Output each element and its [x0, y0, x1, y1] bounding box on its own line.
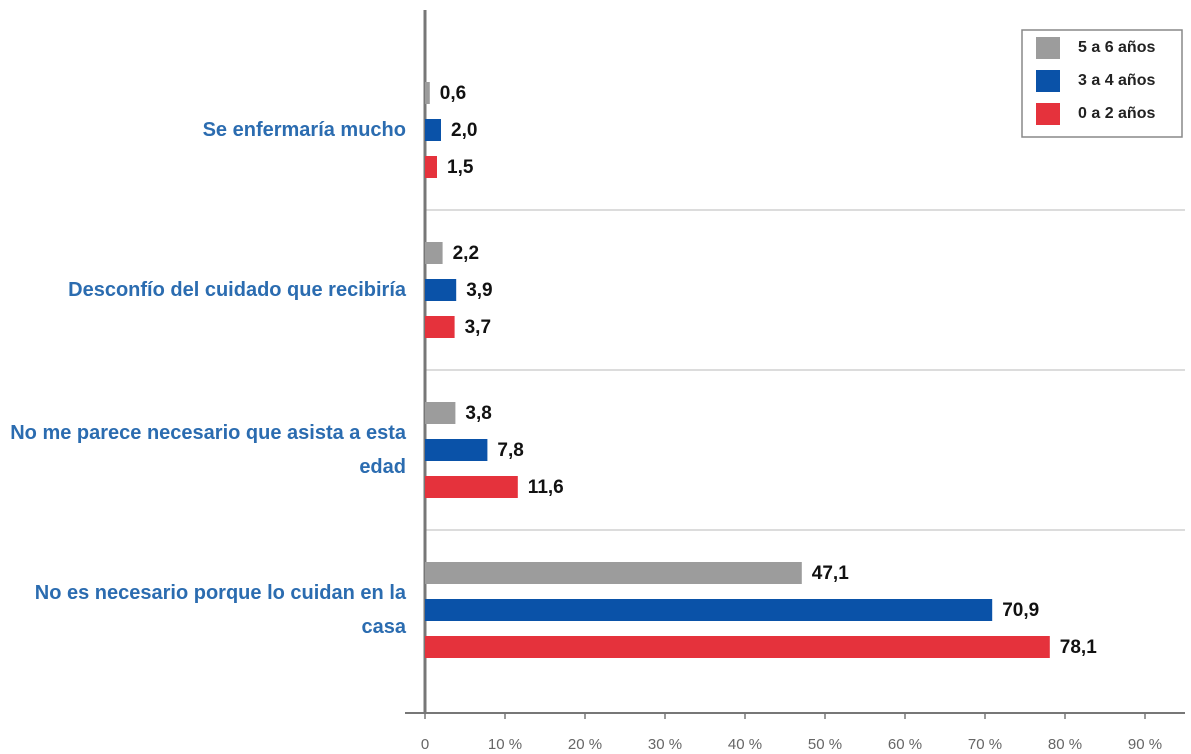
- legend-label: 5 a 6 años: [1078, 39, 1155, 56]
- legend-label: 0 a 2 años: [1078, 105, 1155, 122]
- legend-swatch: [1036, 70, 1060, 92]
- category-label: Desconfío del cuidado que recibiría: [68, 279, 406, 301]
- value-label: 7,8: [497, 440, 523, 461]
- value-label: 78,1: [1060, 637, 1097, 658]
- bar: [425, 316, 455, 338]
- legend-label: 3 a 4 años: [1078, 72, 1155, 89]
- value-label: 11,6: [528, 477, 564, 498]
- legend-swatch: [1036, 37, 1060, 59]
- value-label: 0,6: [440, 83, 466, 104]
- bar: [425, 279, 457, 301]
- x-tick-label: 90 %: [1128, 736, 1162, 753]
- value-label: 2,0: [451, 120, 477, 141]
- bar: [425, 119, 441, 141]
- category-label: No es necesario porque lo cuidan en la c…: [34, 582, 406, 638]
- bar: [425, 156, 437, 178]
- value-label: 47,1: [812, 563, 849, 584]
- x-tick-label: 20 %: [568, 736, 602, 753]
- bar: [425, 636, 1050, 658]
- bar: [425, 242, 443, 264]
- x-tick-label: 30 %: [648, 736, 682, 753]
- value-label: 2,2: [453, 243, 479, 264]
- x-tick-label: 60 %: [888, 736, 922, 753]
- bar: [425, 402, 456, 424]
- bar: [425, 562, 802, 584]
- value-label: 3,9: [466, 280, 492, 301]
- bar: [425, 82, 430, 104]
- x-tick-label: 80 %: [1048, 736, 1082, 753]
- category-label: No me parece necesario que asista a esta…: [10, 422, 406, 478]
- bar: [425, 599, 993, 621]
- x-tick-label: 40 %: [728, 736, 762, 753]
- value-label: 70,9: [1002, 600, 1039, 621]
- x-tick-label: 50 %: [808, 736, 842, 753]
- x-tick-label: 70 %: [968, 736, 1002, 753]
- value-label: 3,8: [465, 403, 491, 424]
- x-tick-label: 10 %: [488, 736, 522, 753]
- value-label: 1,5: [447, 157, 474, 178]
- bar: [425, 439, 488, 461]
- value-label: 3,7: [465, 317, 491, 338]
- legend-swatch: [1036, 103, 1060, 125]
- bar: [425, 476, 518, 498]
- x-tick-label: 0: [421, 736, 429, 753]
- category-label: Se enfermaría mucho: [202, 119, 406, 141]
